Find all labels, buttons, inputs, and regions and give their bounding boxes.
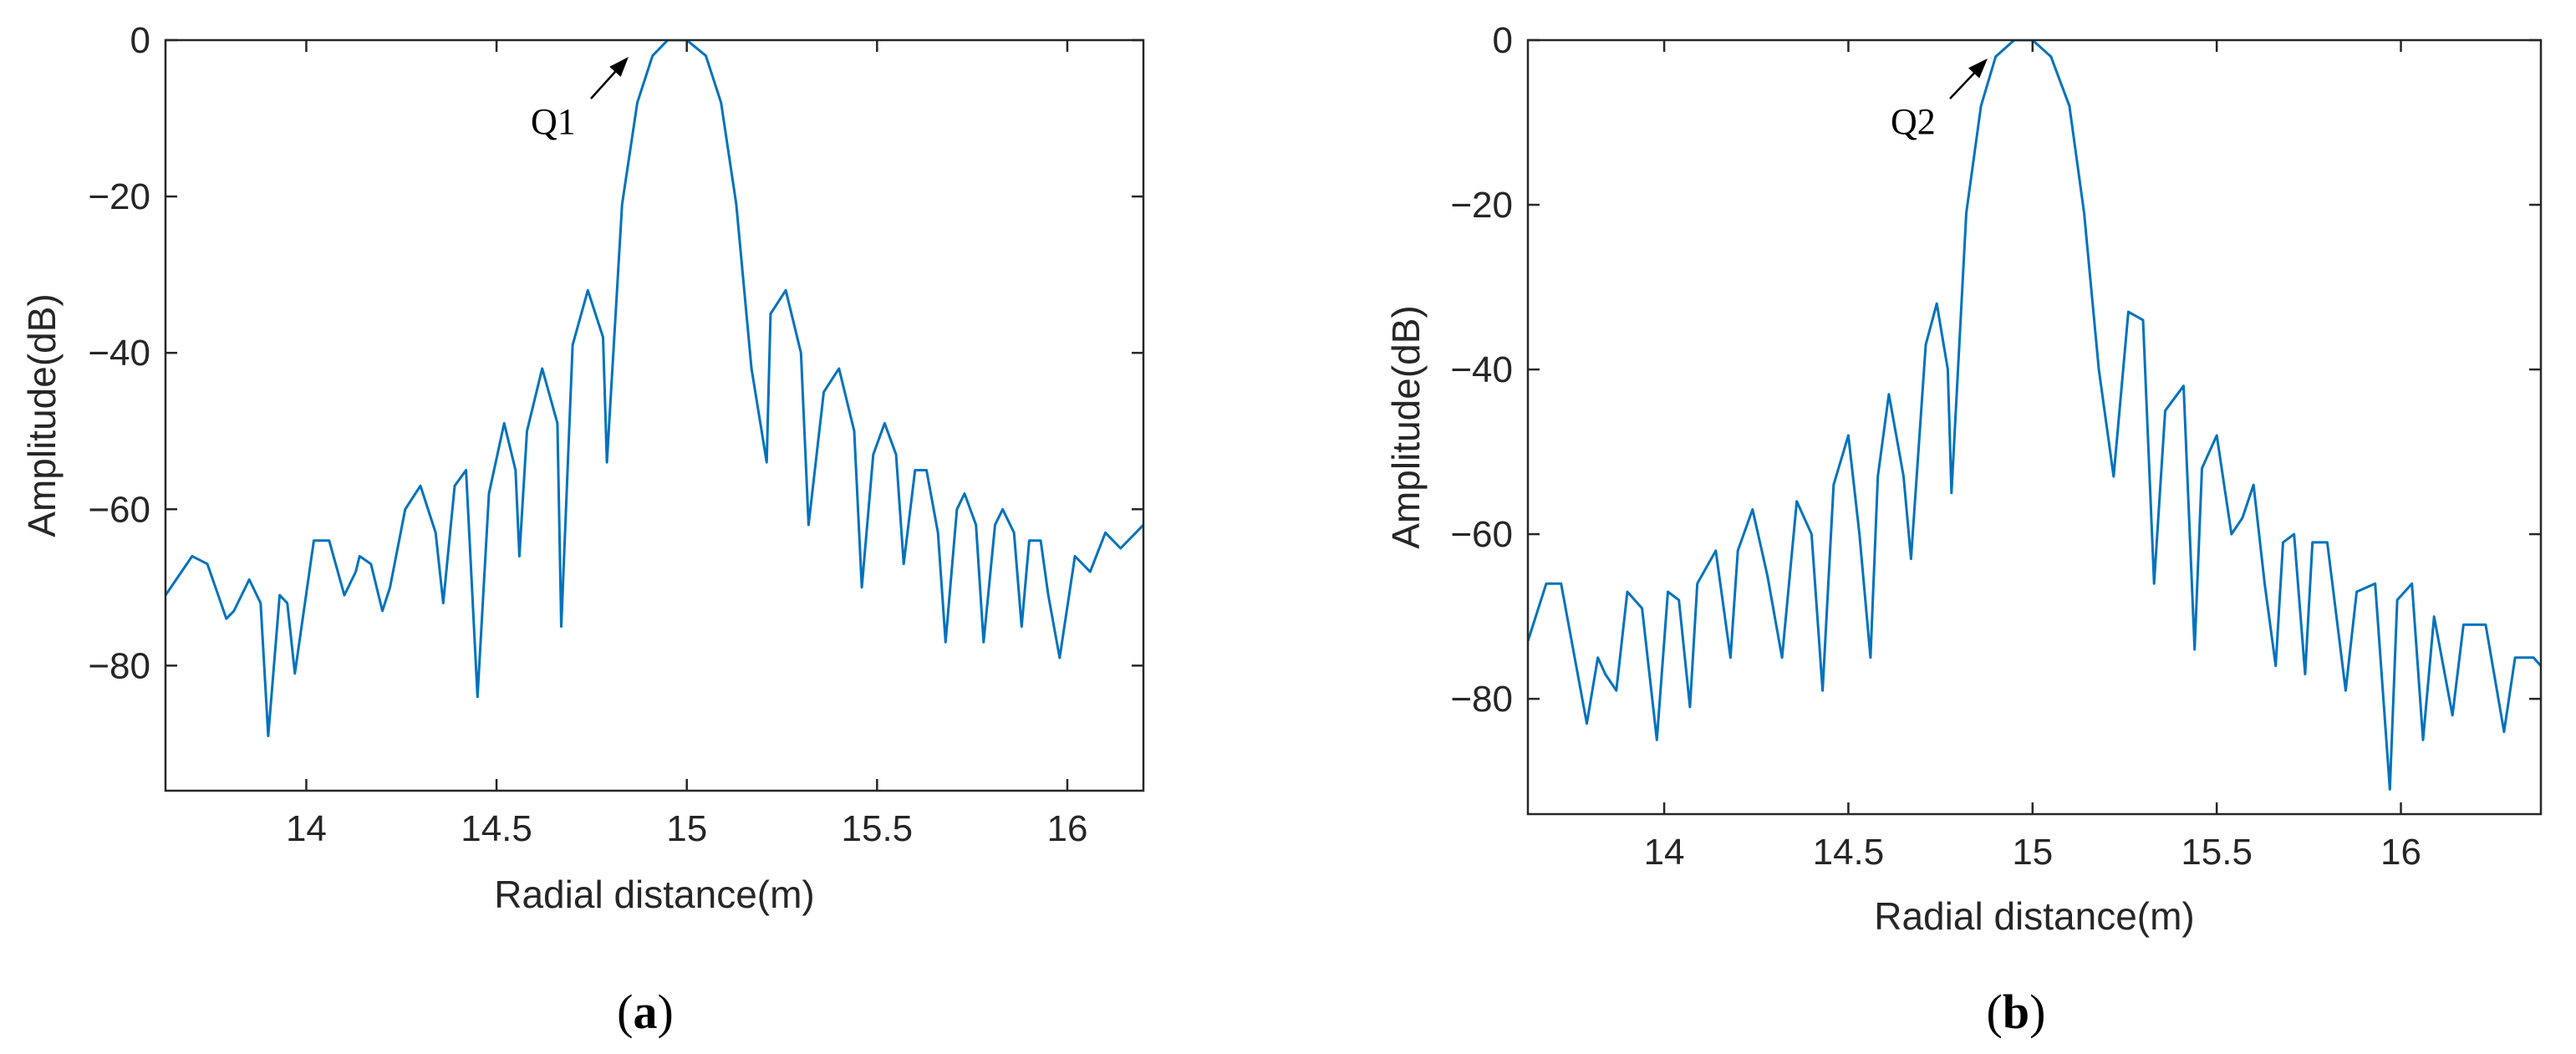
plot-frame [1526,38,2543,816]
annotation-arrow-head [609,57,629,77]
plot-frame [164,38,1145,792]
series-line-1 [165,40,1143,737]
x-axis-label: Radial distance(m) [1874,894,2194,938]
annotation-arrow-head [1968,59,1988,79]
y-axis-label: Amplitude(dB) [1384,305,1428,548]
panel-label: (b) [1987,985,2046,1039]
y-tick-label: −60 [1450,514,1513,555]
panel-label: (a) [617,985,674,1039]
chart-panel-b: 14 14.5 15 15.5 16 0 −20 −40 −60 −80 Radial distan… [1384,20,2543,1039]
x-tick-label: 14.5 [1813,832,1885,873]
panel-label-open: ( [1987,985,2003,1039]
annotation-label: Q1 [531,101,576,142]
y-tick-label: −20 [88,176,150,217]
x-tick-label: 15.5 [842,808,914,849]
x-tick-label: 16 [1046,808,1087,849]
y-tick-label: −40 [88,333,150,374]
panel-label-close: ) [2029,985,2045,1039]
y-tick-label: −60 [88,489,150,530]
x-tick-label: 16 [2380,832,2421,873]
chart-panel-a: 14 14.5 15 15.5 16 0 −20 −40 −60 −80 Radial distan… [20,20,1145,1039]
panel-label-close: ) [658,985,674,1039]
panel-label-letter: a [634,985,658,1039]
x-tick-label: 14 [1644,832,1685,873]
panel-label-open: ( [617,985,633,1039]
y-tick-label: 0 [130,20,150,61]
x-tick-label: 15 [2012,832,2053,873]
y-tick-label: −80 [88,645,150,686]
y-tick-label: −20 [1450,185,1513,226]
y-tick-label: 0 [1493,20,1513,61]
y-tick-label: −40 [1450,349,1513,390]
x-tick-label: 15.5 [2181,832,2253,873]
x-tick-label: 14 [286,808,327,849]
x-axis-label: Radial distance(m) [494,873,814,916]
y-axis-label: Amplitude(dB) [20,293,64,537]
y-tick-label: −80 [1450,679,1513,720]
series-line-1 [1528,40,2541,791]
x-tick-label: 15 [666,808,707,849]
annotation-label: Q2 [1891,101,1936,142]
x-tick-label: 14.5 [461,808,532,849]
panel-label-letter: b [2003,985,2029,1039]
